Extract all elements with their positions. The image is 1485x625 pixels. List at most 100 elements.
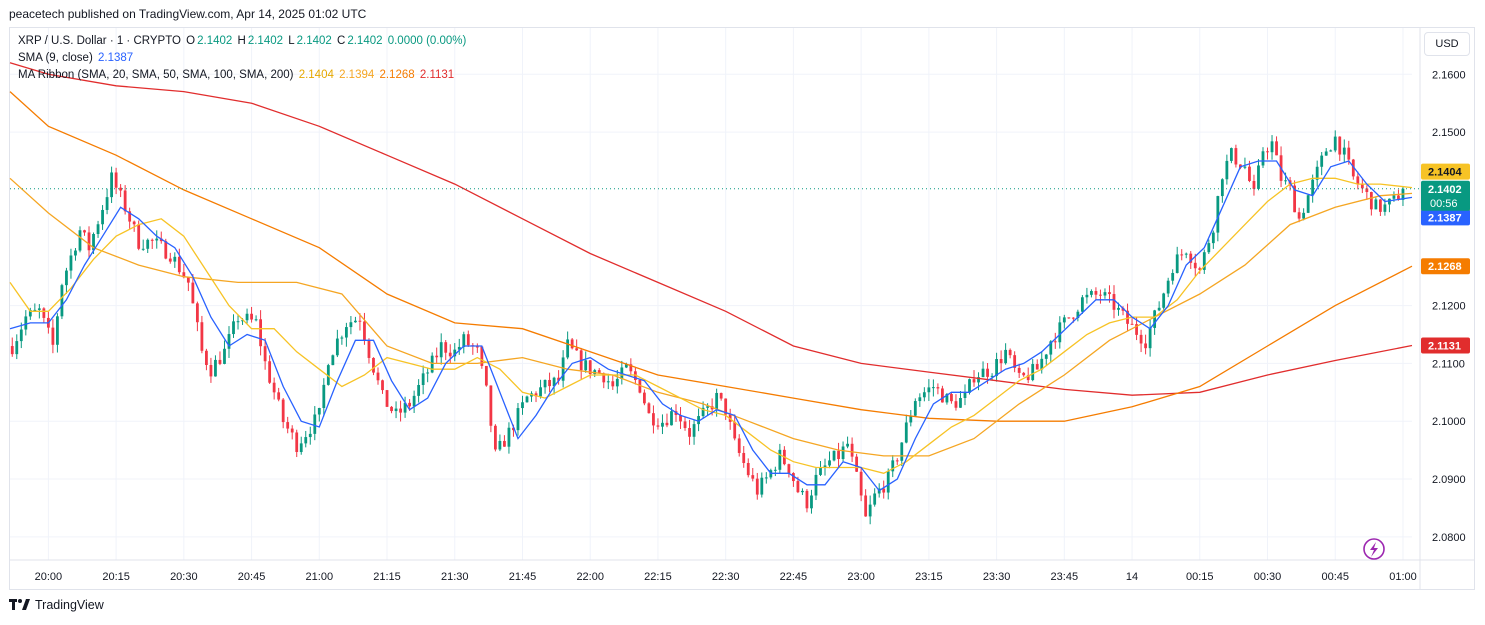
candle-body-down xyxy=(954,401,958,408)
candle-body-down xyxy=(864,495,868,517)
candle-body-down xyxy=(475,346,479,348)
candle-body-up xyxy=(453,349,457,357)
candle-body-down xyxy=(1189,253,1193,263)
candle-body-down xyxy=(534,393,538,397)
candle-body-down xyxy=(444,342,448,353)
candle-body-up xyxy=(692,424,696,437)
candle-body-up xyxy=(507,427,511,447)
candle-body-down xyxy=(792,473,795,482)
candle-body-up xyxy=(1148,327,1152,349)
candle-body-down xyxy=(787,464,791,474)
candle-body-up xyxy=(516,408,520,431)
candle-body-up xyxy=(1085,294,1089,298)
candle-body-down xyxy=(286,422,290,429)
candle-body-up xyxy=(543,379,547,388)
candle-body-down xyxy=(1360,184,1364,189)
ohlc-open-value: 2.1402 xyxy=(197,35,233,47)
candle-body-down xyxy=(1234,148,1238,165)
candle-body-up xyxy=(326,365,330,385)
candle-body-down xyxy=(588,360,592,375)
candle-body-up xyxy=(78,230,82,251)
price-label-bg-sma-9 xyxy=(1421,209,1470,226)
candle-body-down xyxy=(1053,341,1057,343)
time-tick-label: 01:00 xyxy=(1389,571,1417,583)
ribbon-label[interactable]: MA Ribbon (SMA, 20, SMA, 50, SMA, 100, S… xyxy=(18,69,294,81)
candle-body-down xyxy=(1351,159,1355,177)
candle-body-down xyxy=(859,471,863,496)
candle-body-up xyxy=(1243,166,1247,168)
candle-body-up xyxy=(412,395,416,407)
ma-line-sma-20 xyxy=(9,177,1413,474)
candle-body-down xyxy=(195,303,199,323)
candle-body-down xyxy=(363,321,366,341)
candle-body-up xyxy=(778,449,782,470)
candle-body-up xyxy=(74,250,77,256)
ohlc-high-value: 2.1402 xyxy=(247,35,284,47)
candle-body-down xyxy=(895,460,899,462)
candle-body-up xyxy=(900,442,904,461)
candle-body-down xyxy=(191,282,195,304)
candle-body-down xyxy=(358,320,362,322)
sma-label[interactable]: SMA (9, close) xyxy=(18,52,93,64)
candle-body-up xyxy=(299,443,303,453)
sma-legend[interactable]: SMA (9, close) 2.1387 xyxy=(18,52,135,64)
candle-body-down xyxy=(182,272,186,278)
candle-body-down xyxy=(51,327,55,345)
candle-body-down xyxy=(200,322,204,351)
price-tick-label: 2.0800 xyxy=(1432,532,1466,544)
candle-body-down xyxy=(986,368,989,377)
candle-body-up xyxy=(661,422,664,427)
candle-body-down xyxy=(746,463,750,476)
candle-body-down xyxy=(999,359,1003,364)
currency-button[interactable]: USD xyxy=(1424,32,1470,56)
candle-body-down xyxy=(575,348,579,351)
candle-body-up xyxy=(227,334,231,349)
candle-body-down xyxy=(733,421,737,439)
candle-body-down xyxy=(1338,136,1342,155)
candle-body-down xyxy=(376,372,380,381)
candle-body-up xyxy=(1302,212,1306,219)
chart-panel[interactable] xyxy=(9,27,1475,590)
price-tick-label: 2.1200 xyxy=(1432,301,1466,313)
countdown-label: 00:56 xyxy=(1430,198,1458,210)
sma-value: 2.1387 xyxy=(97,52,134,64)
candle-body-up xyxy=(773,469,777,471)
replay-lightning-icon xyxy=(1363,538,1385,560)
candle-body-up xyxy=(1031,364,1035,381)
candle-body-down xyxy=(656,425,660,427)
candle-body-down xyxy=(385,390,389,407)
candle-body-down xyxy=(137,224,141,249)
candle-body-up xyxy=(105,197,109,210)
candle-body-down xyxy=(466,334,470,346)
candle-body-up xyxy=(241,320,244,322)
candle-body-down xyxy=(263,346,267,362)
candle-body-up xyxy=(1004,349,1008,364)
candle-body-down xyxy=(268,361,272,383)
candle-body-up xyxy=(498,440,502,450)
tradingview-logo[interactable]: TradingView xyxy=(9,598,104,612)
candle-body-up xyxy=(1229,148,1233,161)
candle-body-up xyxy=(155,238,159,241)
ribbon-legend[interactable]: MA Ribbon (SMA, 20, SMA, 50, SMA, 100, S… xyxy=(18,69,456,81)
candle-body-up xyxy=(304,437,308,444)
symbol-legend[interactable]: XRP / U.S. Dollar · 1 · CRYPTO O 2.1402 H… xyxy=(18,35,468,47)
candle-body-down xyxy=(87,232,91,251)
candle-body-up xyxy=(1103,292,1107,296)
candle-body-down xyxy=(1180,254,1184,256)
time-tick-label: 23:45 xyxy=(1051,571,1079,583)
candle-body-up xyxy=(995,359,998,376)
candle-body-down xyxy=(629,364,633,372)
last-price-label: 2.1402 xyxy=(1428,184,1462,196)
ribbon-value-100: 2.1268 xyxy=(379,69,415,81)
tradingview-logo-icon xyxy=(9,599,30,610)
candle-body-up xyxy=(873,493,877,505)
candle-body-up xyxy=(92,234,95,251)
symbol-name[interactable]: XRP / U.S. Dollar · 1 · CRYPTO xyxy=(18,35,181,47)
candle-body-up xyxy=(313,414,317,434)
candle-body-down xyxy=(1198,268,1202,270)
price-label-bg-sma-100 xyxy=(1421,258,1470,275)
candle-body-down xyxy=(557,377,561,381)
candle-body-down xyxy=(1130,323,1134,325)
candle-body-down xyxy=(1017,367,1021,373)
